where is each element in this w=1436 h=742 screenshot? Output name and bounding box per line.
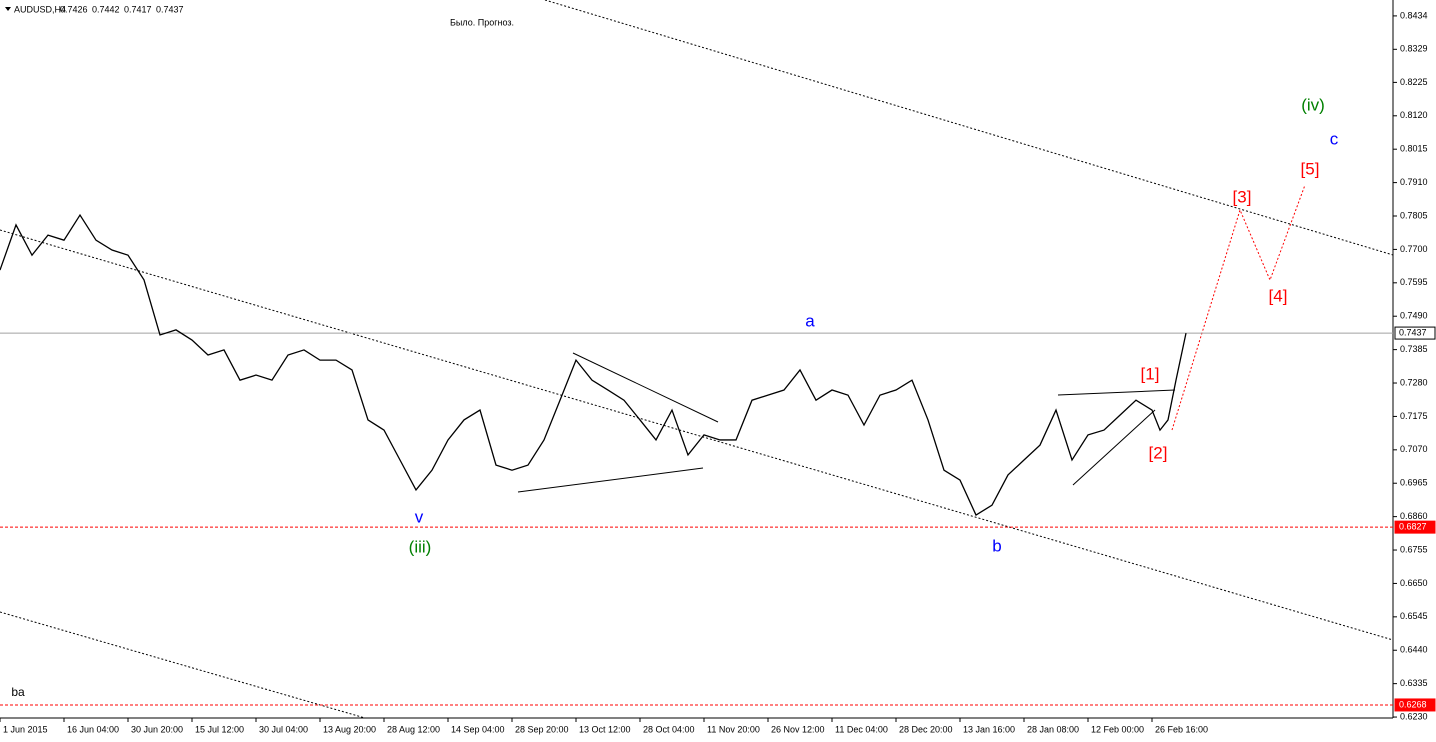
y-tick-label: 0.7490 bbox=[1400, 311, 1428, 321]
wave-label: ba bbox=[11, 685, 25, 699]
x-tick-label: 28 Aug 12:00 bbox=[387, 724, 440, 734]
wave-label: v bbox=[415, 507, 424, 526]
y-tick-label: 0.7805 bbox=[1400, 210, 1428, 220]
wave-label: (iv) bbox=[1301, 95, 1325, 114]
y-tick-label: 0.6755 bbox=[1400, 544, 1428, 554]
y-tick-label: 0.7700 bbox=[1400, 244, 1428, 254]
channel-top bbox=[544, 0, 1394, 256]
level-label: 0.6268 bbox=[1399, 699, 1427, 709]
patterns bbox=[517, 352, 1176, 493]
y-tick-label: 0.8015 bbox=[1400, 144, 1428, 154]
x-tick-label: 26 Nov 12:00 bbox=[771, 724, 825, 734]
x-tick-label: 15 Jul 12:00 bbox=[195, 724, 244, 734]
x-tick-label: 13 Oct 12:00 bbox=[579, 724, 631, 734]
x-tick-label: 13 Aug 20:00 bbox=[323, 724, 376, 734]
y-tick-label: 0.6440 bbox=[1400, 645, 1428, 655]
ohlc-value: 0.7437 bbox=[156, 4, 184, 14]
y-tick-label: 0.6965 bbox=[1400, 478, 1428, 488]
x-tick-label: 30 Jun 20:00 bbox=[131, 724, 183, 734]
x-tick-label: 11 Nov 20:00 bbox=[707, 724, 760, 734]
x-tick-label: 16 Jun 04:00 bbox=[67, 724, 119, 734]
triangle-line bbox=[517, 467, 704, 493]
y-tick-label: 0.7385 bbox=[1400, 344, 1428, 354]
ohlc-value: 0.7417 bbox=[124, 4, 152, 14]
y-tick-label: 0.6230 bbox=[1400, 711, 1428, 721]
forecast-path bbox=[1171, 184, 1306, 431]
wave-label: [5] bbox=[1301, 159, 1320, 178]
wave-label: a bbox=[805, 311, 815, 330]
y-tick-label: 0.7070 bbox=[1400, 444, 1428, 454]
wedge-line bbox=[1057, 389, 1176, 396]
y-tick-label: 0.7595 bbox=[1400, 277, 1428, 287]
x-tick-label: 14 Sep 04:00 bbox=[451, 724, 505, 734]
trend-lines bbox=[0, 0, 1394, 719]
wave-label: c bbox=[1330, 129, 1339, 148]
x-tick-label: 28 Oct 04:00 bbox=[643, 724, 695, 734]
y-tick-label: 0.8434 bbox=[1400, 10, 1428, 20]
ohlc-value: 0.7442 bbox=[92, 4, 120, 14]
y-tick-label: 0.8329 bbox=[1400, 44, 1428, 54]
level-box bbox=[1394, 698, 1436, 712]
x-tick-label: 12 Feb 00:00 bbox=[1091, 724, 1144, 734]
level-box bbox=[1394, 326, 1436, 340]
x-tick-label: 28 Jan 08:00 bbox=[1027, 724, 1079, 734]
price-line bbox=[0, 213, 1187, 516]
wave-label: [4] bbox=[1269, 286, 1288, 305]
y-tick-label: 0.6860 bbox=[1400, 511, 1428, 521]
level-box bbox=[1394, 520, 1436, 534]
y-tick-label: 0.6335 bbox=[1400, 678, 1428, 688]
y-tick-label: 0.7280 bbox=[1400, 377, 1428, 387]
y-tick-label: 0.7175 bbox=[1400, 411, 1428, 421]
wave-label: [3] bbox=[1233, 187, 1252, 206]
level-label: 0.6827 bbox=[1399, 522, 1427, 532]
wedge-line bbox=[1072, 409, 1156, 486]
x-tick-label: 26 Feb 16:00 bbox=[1155, 724, 1208, 734]
wave-label: b bbox=[992, 536, 1001, 555]
x-tick-label: 28 Dec 20:00 bbox=[899, 724, 953, 734]
wave-label: [1] bbox=[1141, 364, 1160, 383]
ohlc-value: 0.7426 bbox=[60, 4, 88, 14]
y-tick-label: 0.8225 bbox=[1400, 77, 1428, 87]
y-tick-label: 0.7910 bbox=[1400, 177, 1428, 187]
triangle-line bbox=[572, 352, 719, 423]
y-tick-label: 0.6650 bbox=[1400, 578, 1428, 588]
wave-label: [2] bbox=[1149, 443, 1168, 462]
x-tick-label: 1 Jun 2015 bbox=[3, 724, 48, 734]
level-label: 0.7437 bbox=[1399, 327, 1427, 337]
y-tick-label: 0.8120 bbox=[1400, 110, 1428, 120]
x-tick-label: 11 Dec 04:00 bbox=[835, 724, 888, 734]
menu-arrow bbox=[5, 7, 11, 11]
wave-label: (iii) bbox=[409, 537, 432, 556]
x-tick-label: 28 Sep 20:00 bbox=[515, 724, 569, 734]
subtitle: Было. Прогноз. bbox=[450, 17, 514, 27]
x-tick-label: 30 Jul 04:00 bbox=[259, 724, 308, 734]
channel-bottom bbox=[0, 611, 366, 719]
y-tick-label: 0.6545 bbox=[1400, 611, 1428, 621]
symbol: AUDUSD,H4 bbox=[14, 4, 66, 14]
x-tick-label: 13 Jan 16:00 bbox=[963, 724, 1015, 734]
